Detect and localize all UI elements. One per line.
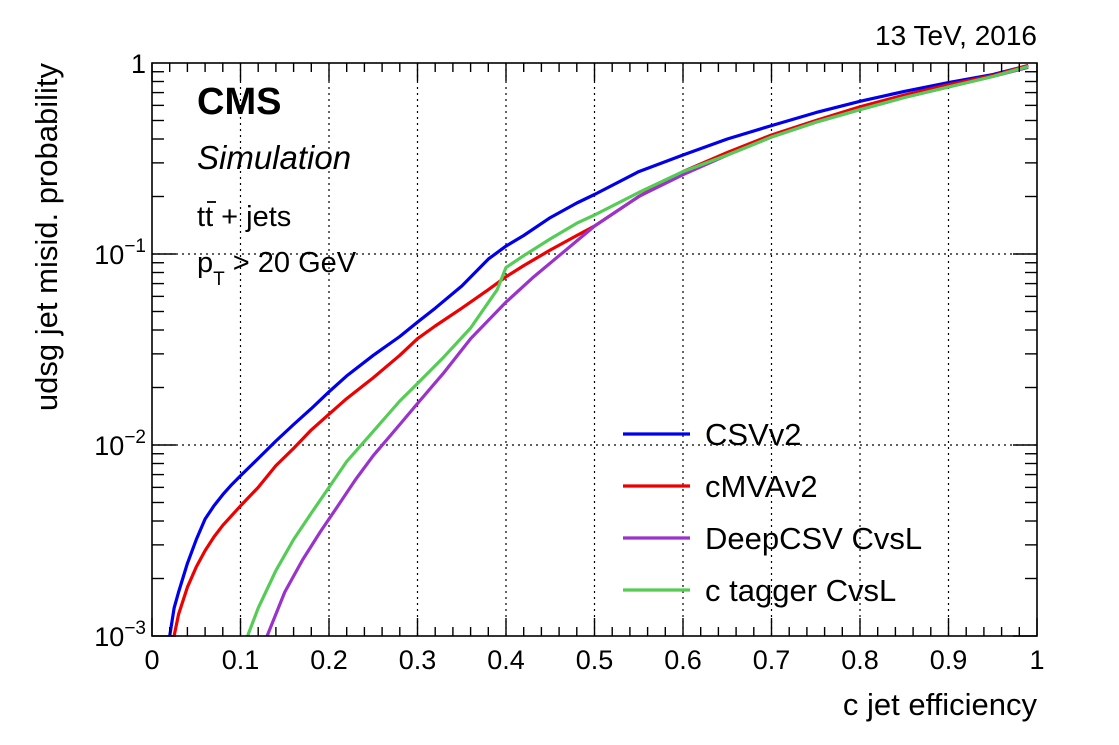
curves [168,63,1029,637]
x-tick-label: 0.2 [310,645,348,675]
sample-antitop: t [205,201,213,233]
x-tick-label: 0.8 [841,645,879,675]
sample-suffix: + jets [213,201,291,233]
sample-label: tt + jets [197,201,291,233]
pt-rest: > 20 GeV [225,247,357,279]
y-tick-label: 1 [131,49,146,79]
x-tick-label: 0.3 [399,645,437,675]
x-tick-label: 0.9 [930,645,968,675]
y-tick-exponent: −2 [124,427,146,448]
x-tick-label: 0.1 [222,645,260,675]
y-tick-exponent: −1 [124,236,146,257]
simulation-label: Simulation [197,139,351,176]
y-tick-base: 10 [94,240,124,270]
x-tick-label: 0.4 [487,645,525,675]
legend: CSVv2 cMVAv2 DeepCSV CvsL c tagger CvsL [623,417,922,608]
x-tick-label: 0.7 [753,645,791,675]
curve-c-tagger-cvsl [246,64,1029,637]
x-tick-label: 0.6 [664,645,702,675]
legend-label: cMVAv2 [705,469,818,504]
x-tick-label: 1 [1029,645,1044,675]
x-tick-label: 0 [144,645,159,675]
y-tick-label: 10−1 [94,236,146,270]
x-axis-title: c jet efficiency [843,687,1038,722]
curve-csvv2 [168,63,1029,637]
y-tick-label: 10−3 [94,618,146,652]
y-tick-base: 10 [94,431,124,461]
pt-cut-label: pT > 20 GeV [197,247,357,290]
x-tick-label: 0.5 [576,645,614,675]
y-tick-base: 10 [94,622,124,652]
y-tick-base: 1 [131,49,146,79]
legend-label: c tagger CvsL [705,573,896,608]
legend-label: DeepCSV CvsL [705,521,922,556]
curve-cmvav2 [172,63,1029,637]
pt-p: p [197,247,213,279]
y-axis-title: udsg jet misid. probability [29,63,64,412]
axes: 0 0.1 0.2 0.3 0.4 0.5 0.6 0.7 0.8 0.9 110−310−210−… [94,49,1044,675]
y-tick-exponent: −3 [124,618,146,639]
pt-subscript: T [213,269,225,290]
legend-label: CSVv2 [705,417,801,452]
y-tick-label: 10−2 [94,427,146,461]
experiment-label: CMS [197,81,281,123]
energy-label: 13 TeV, 2016 [875,20,1037,51]
sample-top: t [197,201,205,233]
